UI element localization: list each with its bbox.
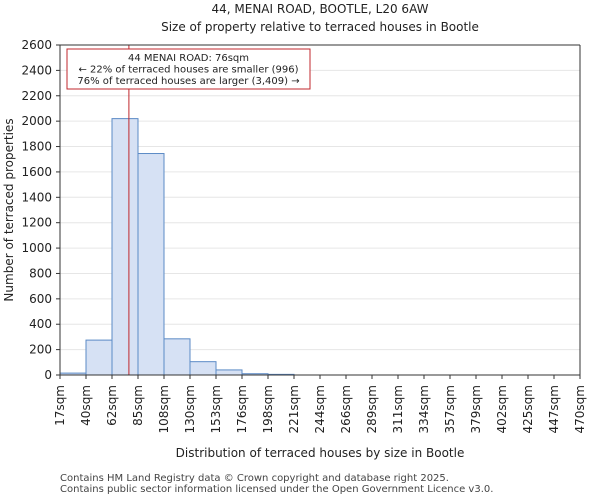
bar-153sqm [215, 369, 243, 376]
footer-attribution-line1: Contains HM Land Registry data © Crown c… [60, 473, 449, 484]
bars-group [59, 118, 295, 376]
y-tick-label: 1200 [21, 216, 52, 230]
x-tick-label: 198sqm [261, 385, 275, 433]
y-axis-label: Number of terraced properties [2, 118, 16, 301]
annotation-line-2: ← 22% of terraced houses are smaller (99… [78, 65, 298, 76]
annotation-line-3: 76% of terraced houses are larger (3,409… [77, 76, 299, 87]
y-tick-label: 200 [29, 343, 52, 357]
x-tick-label: 85sqm [131, 385, 145, 426]
x-tick-label: 244sqm [313, 385, 327, 433]
chart-title: 44, MENAI ROAD, BOOTLE, L20 6AW [212, 2, 429, 16]
axes-group [59, 44, 581, 376]
x-tick-label: 221sqm [287, 385, 301, 433]
y-tick-label: 1800 [21, 140, 52, 154]
y-tick-label: 1000 [21, 241, 52, 255]
y-tick-label: 2000 [21, 114, 52, 128]
bar-108sqm [163, 338, 191, 376]
x-tick-label: 425sqm [521, 385, 535, 433]
annotation-line-1: 44 MENAI ROAD: 76sqm [128, 53, 249, 64]
bar-85sqm [137, 153, 165, 376]
y-tick-label: 2600 [21, 38, 52, 52]
y-tick-label: 2400 [21, 63, 52, 77]
y-tick-label: 1600 [21, 165, 52, 179]
marker-group: 44 MENAI ROAD: 76sqm← 22% of terraced ho… [66, 45, 311, 375]
x-tick-label: 311sqm [391, 385, 405, 433]
annotation-box [66, 48, 311, 90]
x-tick-label: 40sqm [79, 385, 93, 426]
x-tick-label: 266sqm [339, 385, 353, 433]
x-tick-label: 357sqm [443, 385, 457, 433]
y-tick-label: 800 [29, 266, 52, 280]
x-tick-label: 62sqm [105, 385, 119, 426]
x-tick-label: 176sqm [235, 385, 249, 433]
x-tick-labels: 17sqm 40sqm 62sqm 85sqm 108sqm 130sqm 153sqm 17… [53, 375, 587, 433]
bar-40sqm [85, 339, 113, 376]
bar-130sqm [189, 361, 217, 376]
y-tick-labels: 0 200 400 600 800 1000 1200 1400 1600 1800 2000 220… [21, 38, 60, 382]
y-tick-label: 2200 [21, 89, 52, 103]
x-tick-label: 470sqm [573, 385, 587, 433]
y-tick-label: 600 [29, 292, 52, 306]
x-tick-label: 379sqm [469, 385, 483, 433]
x-tick-label: 17sqm [53, 385, 67, 426]
bar-62sqm [111, 118, 139, 376]
y-tick-label: 1400 [21, 190, 52, 204]
chart-subtitle: Size of property relative to terraced ho… [161, 20, 479, 34]
y-tick-label: 0 [44, 368, 52, 382]
x-tick-label: 402sqm [495, 385, 509, 433]
x-tick-label: 289sqm [365, 385, 379, 433]
x-tick-label: 447sqm [547, 385, 561, 433]
x-tick-label: 334sqm [417, 385, 431, 433]
x-tick-label: 153sqm [209, 385, 223, 433]
histogram-chart: 44, MENAI ROAD, BOOTLE, L20 6AW Size of … [2, 2, 587, 460]
footer-attribution-line2: Contains public sector information licen… [60, 484, 494, 495]
x-tick-label: 108sqm [157, 385, 171, 433]
x-axis-label: Distribution of terraced houses by size … [176, 446, 465, 460]
x-tick-label: 130sqm [183, 385, 197, 433]
y-tick-label: 400 [29, 317, 52, 331]
